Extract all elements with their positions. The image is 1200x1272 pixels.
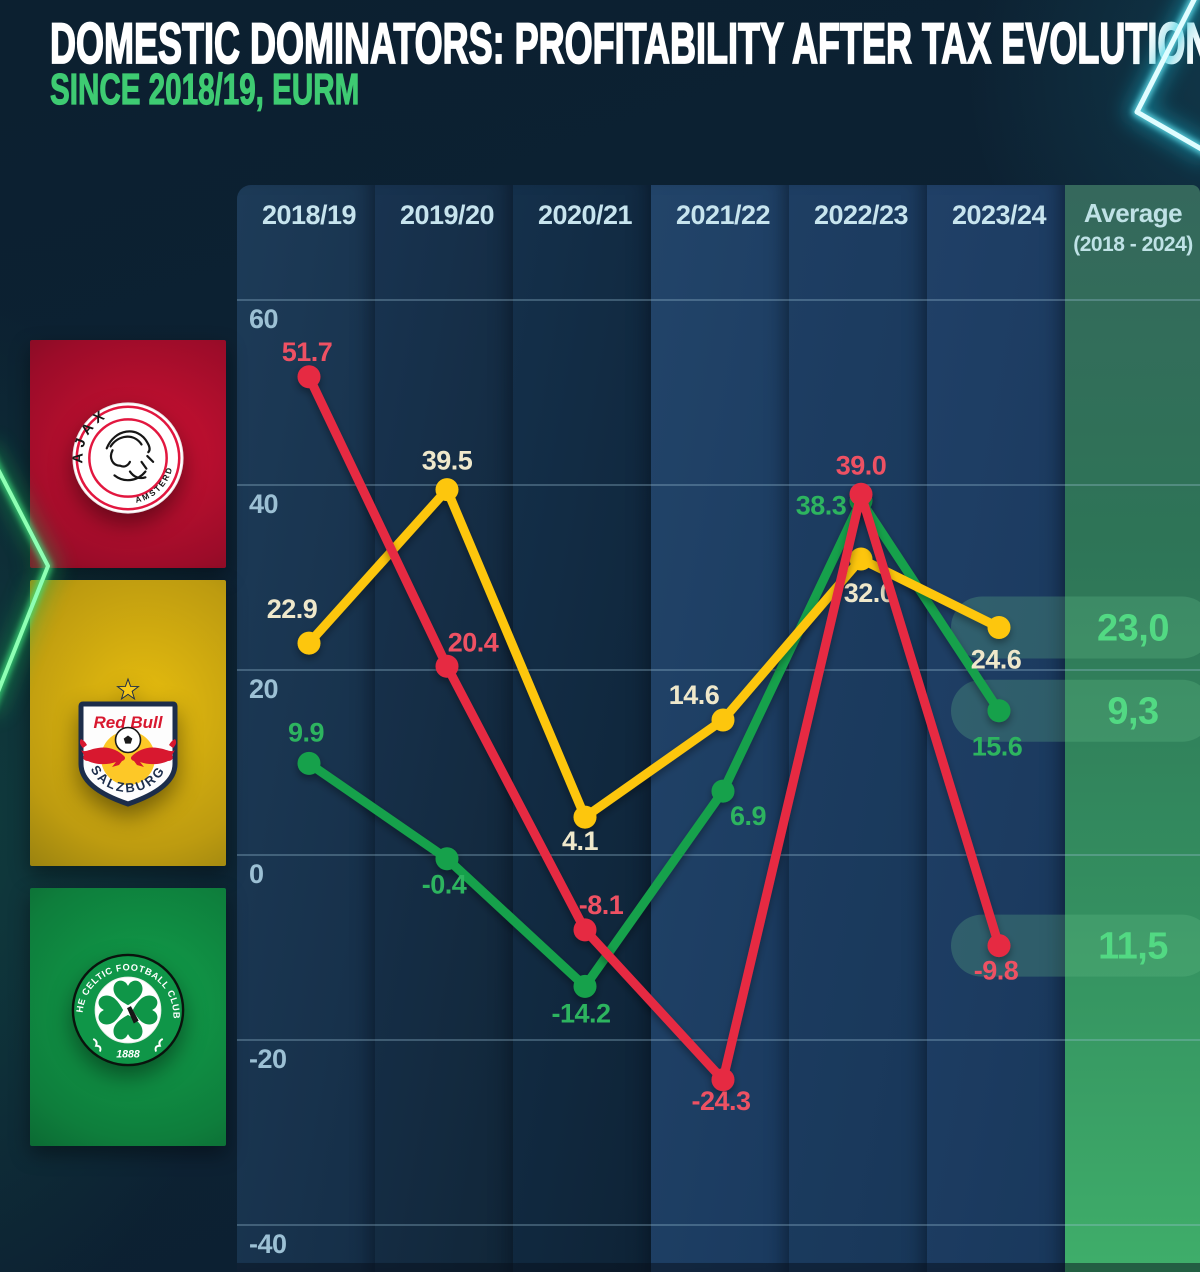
laurel-icon [92,1038,164,1052]
column-bg-average [1065,185,1200,1272]
sun-disc [101,731,155,785]
page-title: DOMESTIC DOMINATORS: PROFITABILITY AFTER… [49,10,1200,76]
salzburg-band: Red Bull SALZBURG [30,580,226,866]
column-bg-2020-21 [513,185,651,1272]
star-icon [116,677,140,701]
column-bg-2018-19 [237,185,375,1272]
page-subtitle: SINCE 2018/19, EURM [50,65,360,114]
ajax-player-lineart [105,430,155,482]
celtic-crest: THE CELTIC FOOTBALL CLUB 1888 [71,953,185,1067]
column-bg-2019-20 [375,185,513,1272]
red-bull-wordmark: Red Bull [94,713,164,732]
red-bull-salzburg-crest: Red Bull SALZBURG [78,677,178,807]
column-bg-2023-24 [927,185,1065,1272]
ajax-crest: AJAX AMSTERDAM [70,402,184,514]
ajax-band: AJAX AMSTERDAM [30,340,226,568]
bulls-icon [79,739,177,767]
clover-stem [127,1006,139,1024]
celtic-band: THE CELTIC FOOTBALL CLUB 1888 [30,888,226,1146]
column-bg-2021-22 [651,185,789,1272]
celtic-year: 1888 [116,1048,140,1060]
bottom-shade [237,1263,1200,1272]
column-bg-2022-23 [789,185,927,1272]
